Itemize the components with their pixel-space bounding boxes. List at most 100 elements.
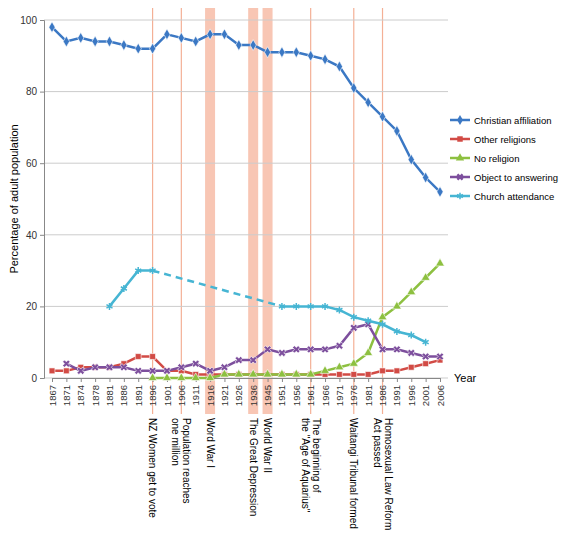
series-marker [161,365,172,376]
x-tick-label: 2006 [435,385,446,406]
x-tick-label: 1886 [118,385,129,406]
event-line [353,8,354,414]
series-marker [49,368,55,374]
legend-entry: Other religions [450,134,536,145]
y-tick: 100 [20,15,44,26]
series-marker [163,373,172,381]
x-tick-mark [339,378,340,382]
legend-entry: Christian affiliation [450,115,551,126]
period-label: The Great Depression [248,418,259,516]
x-tick: 1871 [61,378,72,406]
y-tick: 60 [26,158,44,169]
series-marker [121,285,127,292]
grid-line [44,306,448,307]
y-tick-mark [40,92,44,93]
x-tick-label: 1874 [75,385,86,406]
series-marker [190,358,201,369]
series-marker [133,365,144,376]
series-marker [293,47,299,58]
x-tick-label: 1916 [205,385,216,406]
series-line [282,306,426,342]
series-marker [149,43,155,54]
series-marker [391,344,402,355]
series-marker [118,362,129,373]
series-marker [207,29,213,40]
series-marker [305,344,316,355]
x-tick-label: 1881 [104,385,115,406]
series [106,267,428,346]
series-marker [436,258,445,266]
series-marker [191,373,200,381]
series-marker [248,355,259,366]
legend-entry: Church attendance [450,191,554,202]
legend-entry: Object to answering [450,172,558,183]
x-tick: 1976 [348,378,359,406]
series-marker [394,368,400,374]
legend-marker [457,115,463,125]
event-label: Population reaches [181,418,192,504]
x-tick-label: 1901 [162,385,173,406]
series-marker [250,40,256,51]
x-tick-mark [239,378,240,382]
series-marker [279,303,285,310]
series-marker [150,354,156,360]
period-label: World War II [262,418,273,473]
y-tick: 80 [26,86,44,97]
y-tick-label: 0 [31,373,37,384]
x-tick-label: 1966 [320,385,331,406]
x-tick-mark [296,378,297,382]
x-tick-label: 1991 [391,385,402,406]
event-label: the "Age of Aquarius" [300,418,311,513]
x-tick-mark [411,378,412,382]
series-marker [408,364,414,370]
series-marker [147,365,158,376]
x-tick-label: 1996 [406,385,417,406]
series-marker [63,36,69,47]
series-marker [206,373,215,381]
series-marker [75,365,86,376]
x-axis-title: Year [454,372,477,384]
x-tick: 1891 [133,378,144,406]
legend-label: Church attendance [474,191,554,202]
series-marker [293,303,299,310]
x-axis-line [53,379,441,383]
grid-line [44,91,448,92]
y-tick-label: 60 [26,158,38,169]
series-marker [121,40,127,51]
series-marker [306,369,315,377]
x-tick-label: 1911 [190,385,201,405]
series-marker [380,368,386,374]
series-marker [205,365,216,376]
series-marker [365,372,371,378]
event-line [382,8,383,414]
series-marker [335,362,344,370]
x-tick-mark [440,378,441,382]
grid-line [44,20,448,21]
legend-marker [457,136,462,141]
series-marker [320,344,331,355]
x-tick-mark [109,378,110,382]
x-tick: 1936 [248,378,259,406]
series-marker [348,322,359,333]
x-tick: 1981 [363,378,374,406]
series-line [52,27,440,192]
x-tick-mark [368,378,369,382]
x-axis: 1867187118741878188118861891189619011906… [47,378,446,406]
x-tick-label: 1981 [363,385,374,406]
legend-marker [457,193,463,200]
x-tick-label: 1921 [219,385,230,406]
event-label: NZ Women get to vote [147,418,158,518]
y-tick-mark [40,163,44,164]
y-tick-mark [40,306,44,307]
series-marker [63,368,69,374]
y-tick-mark [40,20,44,21]
event-line [310,8,311,414]
x-tick: 1881 [104,378,115,406]
x-tick-mark [325,378,326,382]
event-label: Waitangi Tribunal formed [348,418,359,529]
series-marker [421,273,430,281]
y-tick: 0 [31,373,44,384]
series-marker [336,306,342,313]
x-tick: 1961 [305,378,316,406]
x-tick: 1966 [320,378,331,406]
